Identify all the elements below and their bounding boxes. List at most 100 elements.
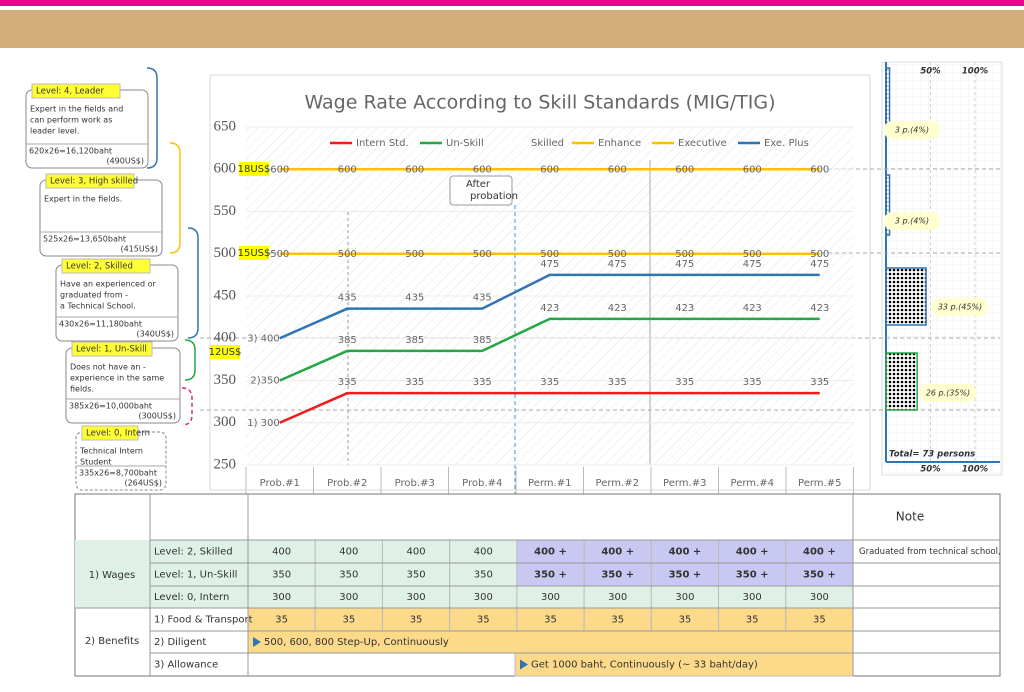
row-label-cell bbox=[150, 540, 248, 563]
y-tick-label: 550 bbox=[214, 203, 237, 219]
legend-label: Enhance bbox=[598, 138, 641, 149]
cell-text: 300 bbox=[675, 592, 694, 603]
rate-tag: 18US$ bbox=[238, 164, 271, 175]
data-label: 335 bbox=[608, 377, 627, 388]
series-line bbox=[279, 317, 820, 382]
data-label: 500 bbox=[608, 249, 627, 260]
note-header: Note bbox=[896, 510, 924, 524]
level-description: Technical Intern bbox=[79, 447, 143, 456]
data-label: 600 bbox=[405, 164, 424, 175]
cell-text: 300 bbox=[810, 592, 829, 603]
bar bbox=[885, 267, 927, 326]
legend-label: Intern Std. bbox=[356, 138, 409, 149]
level-description: leader level. bbox=[30, 127, 79, 136]
bracket bbox=[169, 142, 181, 254]
data-label: 500 bbox=[473, 249, 492, 260]
cell-text: 35 bbox=[679, 615, 692, 626]
data-label: 600 bbox=[540, 164, 559, 175]
level-tag-bg bbox=[61, 258, 151, 274]
rate-tag-bg bbox=[239, 162, 269, 176]
data-label: 435 bbox=[473, 293, 492, 304]
cell-text: 300 bbox=[743, 592, 762, 603]
data-label: 475 bbox=[675, 259, 694, 270]
x-tick-label: Prob.#2 bbox=[327, 478, 367, 489]
cell-text: 35 bbox=[544, 615, 557, 626]
top-stripe bbox=[0, 0, 1024, 6]
cell-text: 35 bbox=[410, 615, 423, 626]
data-label: 385 bbox=[338, 335, 357, 346]
data-label: 600 bbox=[473, 164, 492, 175]
level-tag: Level: 1, Un-Skill bbox=[76, 345, 147, 355]
data-label: 335 bbox=[405, 377, 424, 388]
bar-label: 26 p.(35%) bbox=[926, 389, 970, 398]
series-line bbox=[279, 391, 820, 424]
cell-text: 35 bbox=[275, 615, 288, 626]
y-tick-label: 450 bbox=[214, 287, 237, 303]
data-label: 1) 300 bbox=[247, 418, 280, 429]
row-label: 3) Allowance bbox=[154, 660, 218, 671]
group-label: 2) Benefits bbox=[85, 636, 139, 647]
data-label: 335 bbox=[540, 377, 559, 388]
bar bbox=[885, 174, 891, 236]
bar-label-bg bbox=[932, 298, 988, 316]
level-calc: 620x26=16,120baht bbox=[29, 147, 112, 156]
span-text: Get 1000 baht, Continuously (~ 33 baht/d… bbox=[531, 660, 758, 671]
cell-text: 350 + bbox=[736, 570, 769, 581]
data-label: 3) 400 bbox=[247, 333, 280, 344]
annotation: probation bbox=[470, 191, 518, 202]
data-label: 423 bbox=[743, 303, 762, 314]
level-usd: (300US$) bbox=[138, 412, 176, 421]
data-label: 475 bbox=[608, 259, 627, 270]
annotation: After bbox=[466, 179, 491, 190]
data-label: 500 bbox=[675, 249, 694, 260]
legend-label: Executive bbox=[678, 138, 727, 149]
bar-label-bg bbox=[884, 212, 940, 230]
y-tick-label: 300 bbox=[214, 414, 237, 430]
level-tag: Level: 4, Leader bbox=[36, 87, 104, 97]
cell-text: 400 bbox=[407, 547, 426, 558]
y-tick-label: 350 bbox=[214, 372, 237, 388]
data-label: 335 bbox=[473, 377, 492, 388]
data-label: 500 bbox=[743, 249, 762, 260]
legend-label: Un-Skill bbox=[446, 138, 484, 149]
x-tick-label: 100% bbox=[962, 465, 989, 475]
cell-text: 35 bbox=[477, 615, 490, 626]
level-description: a Technical School. bbox=[60, 302, 136, 311]
data-label: 385 bbox=[473, 335, 492, 346]
group-cell bbox=[75, 540, 150, 608]
x-tick-label: Perm.#5 bbox=[798, 478, 841, 489]
y-tick-label: 400 bbox=[214, 330, 237, 346]
level-description: fields. bbox=[70, 385, 94, 394]
arrow bbox=[253, 637, 261, 647]
annotation-box bbox=[449, 175, 513, 206]
bar-label: 3 p.(4%) bbox=[895, 217, 929, 226]
data-label: 500 bbox=[540, 249, 559, 260]
data-label: 500 bbox=[405, 249, 424, 260]
data-label: 335 bbox=[743, 377, 762, 388]
cell-text: 350 + bbox=[601, 570, 634, 581]
level-tag: Level: 0, Intern bbox=[86, 429, 150, 439]
data-label: 600 bbox=[810, 164, 829, 175]
data-label: 600 bbox=[675, 164, 694, 175]
rate-tag: 15US$ bbox=[238, 248, 271, 259]
bar-label: 3 p.(4%) bbox=[895, 126, 929, 135]
cell-text: 400 bbox=[474, 547, 493, 558]
cell-text: 300 bbox=[608, 592, 627, 603]
row-label-cell bbox=[150, 563, 248, 586]
cell-text: 300 bbox=[339, 592, 358, 603]
row-label: Level: 2, Skilled bbox=[154, 547, 233, 558]
chart-title: Wage Rate According to Skill Standards (… bbox=[304, 92, 775, 114]
row-label: Level: 0, Intern bbox=[154, 592, 229, 603]
data-label: 335 bbox=[675, 377, 694, 388]
rate-tag-bg bbox=[210, 345, 240, 359]
x-tick-label: 50% bbox=[920, 67, 941, 77]
y-tick-label: 600 bbox=[214, 161, 237, 177]
data-label: 475 bbox=[810, 259, 829, 270]
cell-text: 400 + bbox=[736, 547, 769, 558]
level-calc: 335x26=8,700baht bbox=[79, 469, 157, 478]
data-label: 475 bbox=[743, 259, 762, 270]
data-label: 335 bbox=[810, 377, 829, 388]
cell-text: 300 bbox=[272, 592, 291, 603]
cell-text: 400 + bbox=[803, 547, 836, 558]
